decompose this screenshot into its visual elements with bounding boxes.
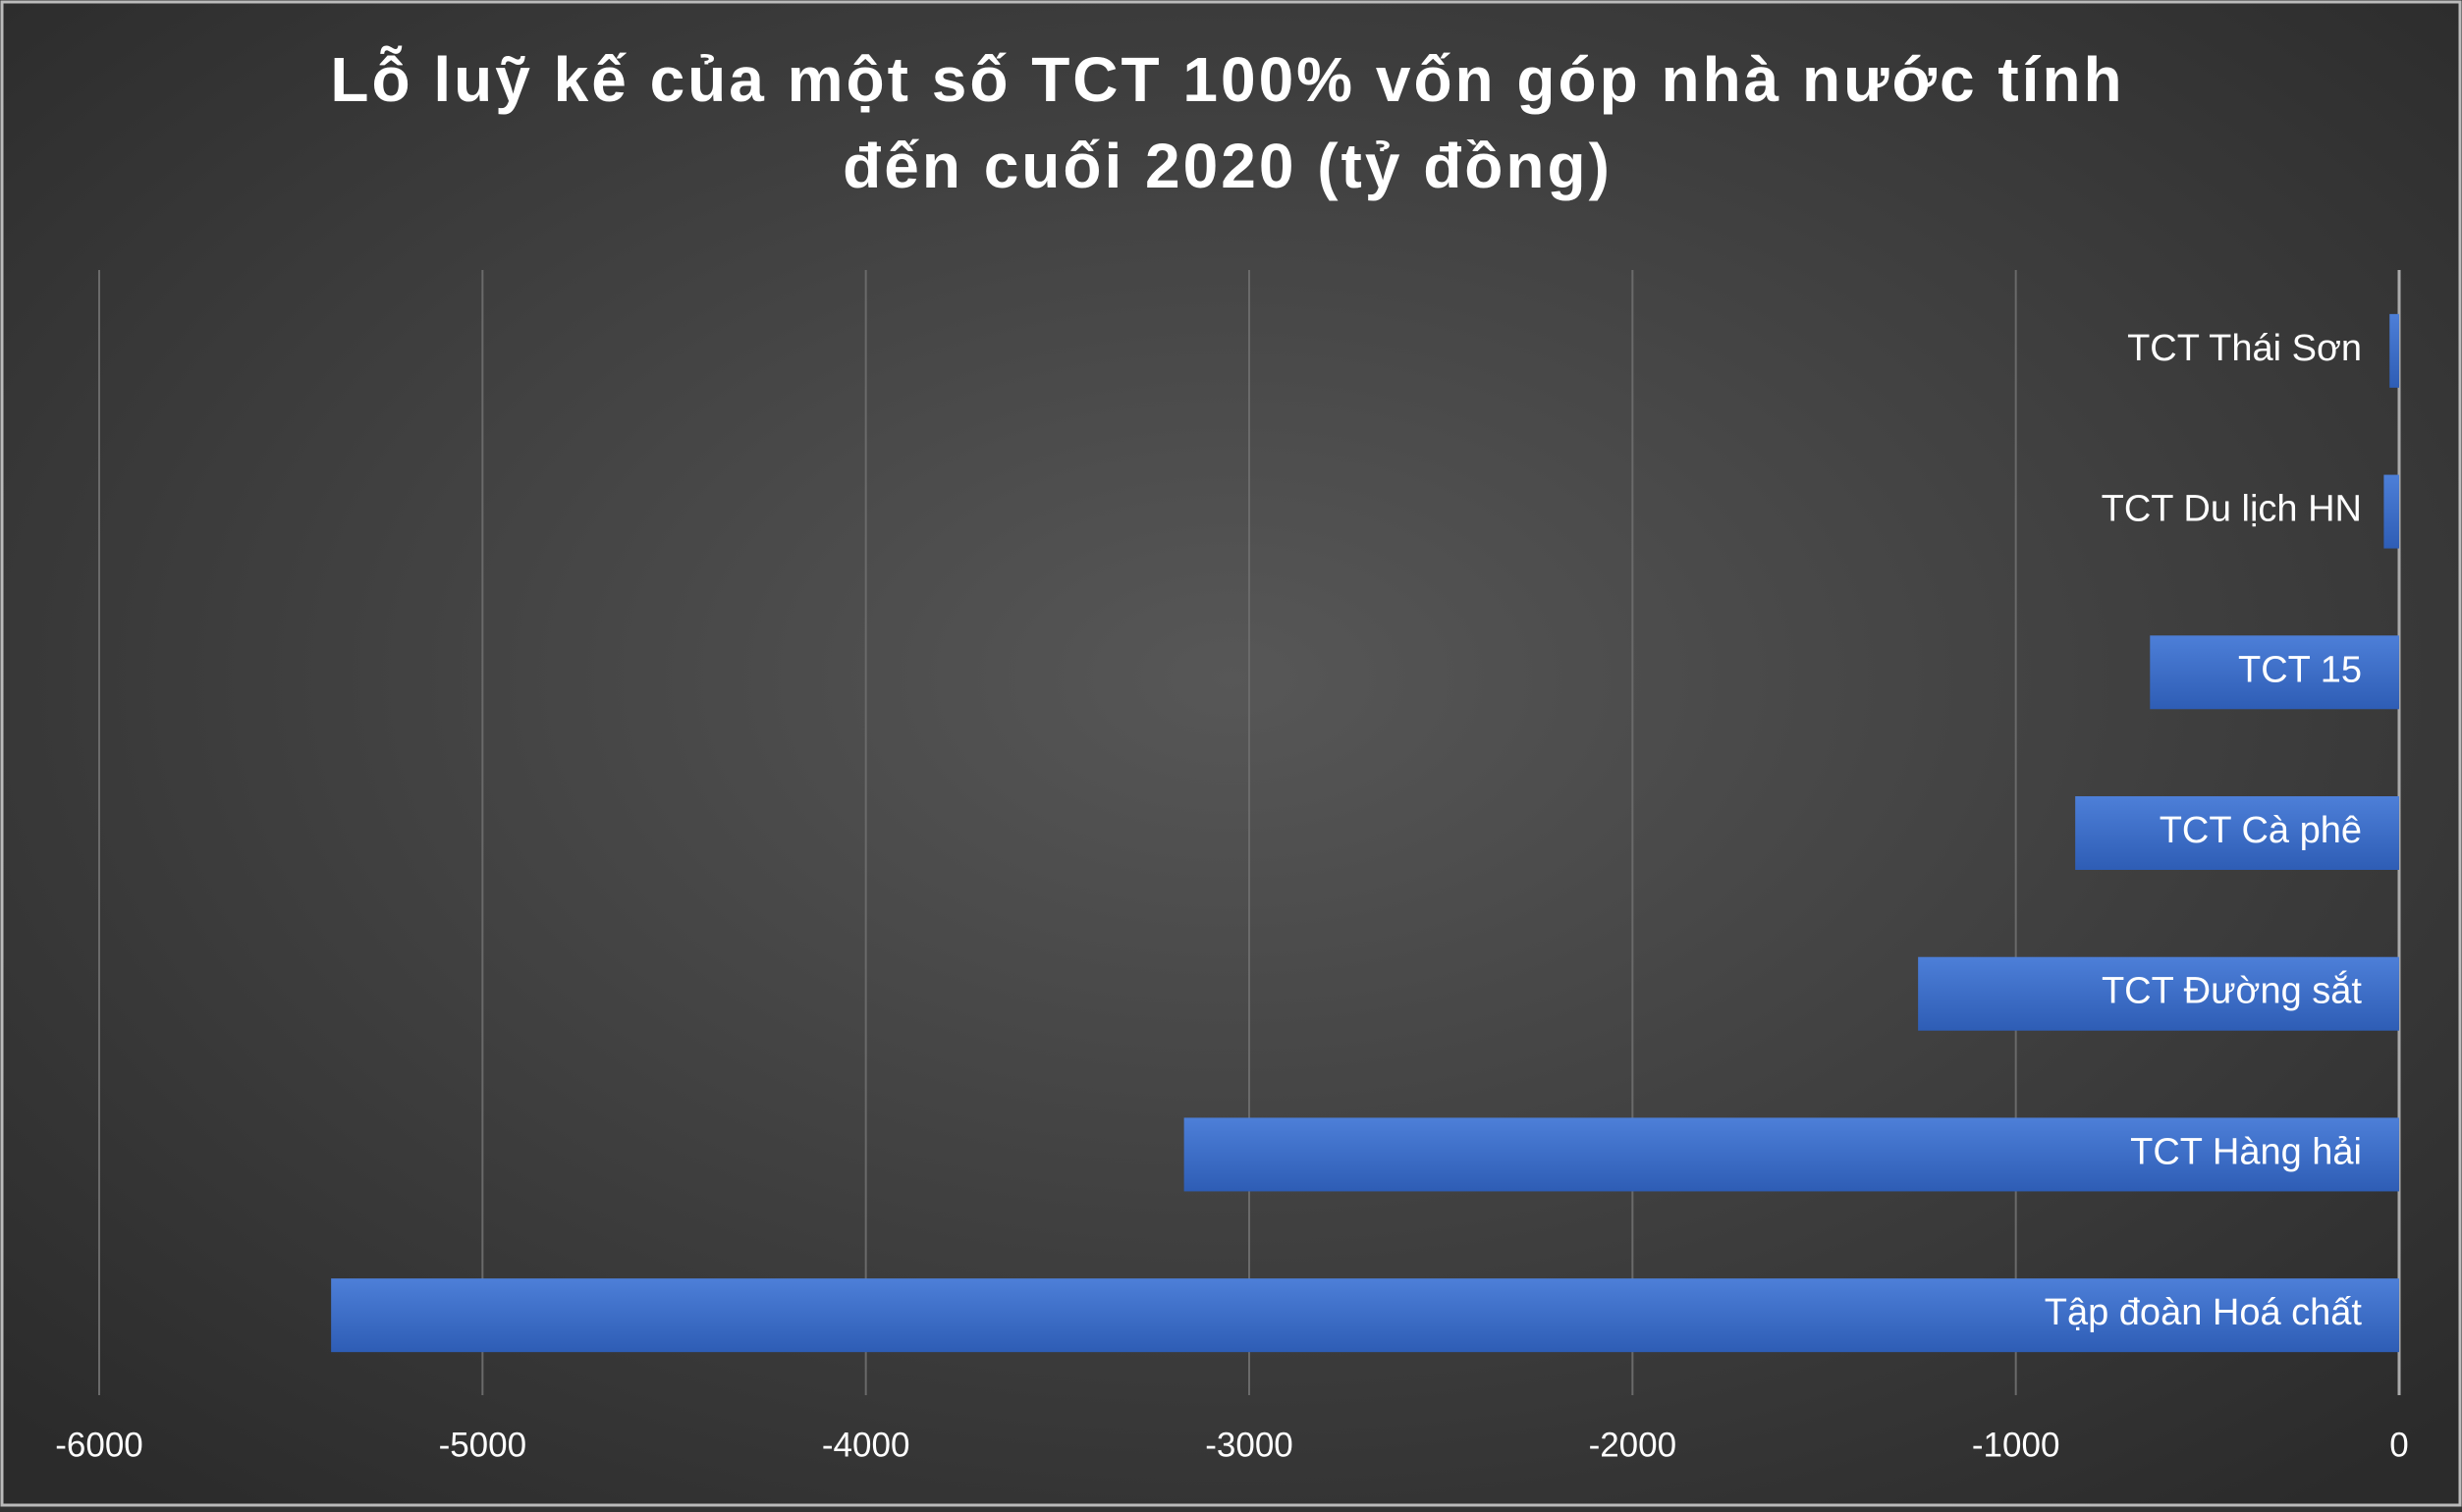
x-tick-label: -5000: [439, 1426, 527, 1464]
bar: [2150, 635, 2399, 710]
category-label: TCT Đường sắt: [2102, 970, 2362, 1012]
category-label: TCT Cà phê: [2160, 810, 2362, 851]
chart-title: Lỗ luỹ kế của một số TCT 100% vốn góp nh…: [330, 44, 2124, 115]
x-tick-label: -2000: [1589, 1426, 1677, 1464]
x-tick-label: -3000: [1205, 1426, 1293, 1464]
bar: [331, 1278, 2400, 1353]
category-label: TCT Hàng hải: [2130, 1131, 2362, 1172]
bar: [2383, 474, 2399, 549]
x-tick-label: -6000: [55, 1426, 143, 1464]
chart-title: đến cuối 2020 (tỷ đồng): [843, 131, 1613, 201]
category-label: TCT 15: [2238, 649, 2362, 690]
category-label: TCT Thái Sơn: [2127, 328, 2362, 369]
bar: [2075, 796, 2399, 870]
x-tick-label: -1000: [1972, 1426, 2060, 1464]
category-label: Tập đoàn Hoá chất: [2045, 1292, 2363, 1333]
category-label: TCT Du lịch HN: [2102, 489, 2362, 530]
bar: [1183, 1117, 2399, 1192]
bar: [2389, 313, 2399, 388]
x-tick-label: 0: [2389, 1426, 2408, 1464]
x-tick-label: -4000: [822, 1426, 910, 1464]
bar: [1918, 956, 2399, 1031]
